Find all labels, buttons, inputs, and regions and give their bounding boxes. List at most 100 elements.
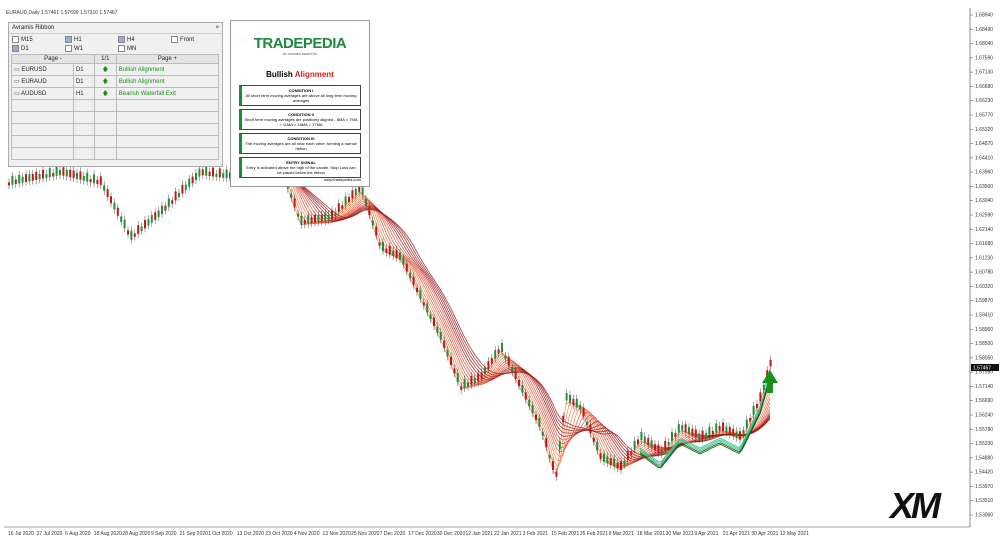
candle bbox=[110, 196, 112, 204]
heading-accent: Alignment bbox=[294, 70, 334, 79]
candle bbox=[701, 430, 704, 440]
arrow bbox=[93, 99, 117, 112]
candle bbox=[35, 171, 38, 180]
date-label: 12 May 2021 bbox=[780, 531, 809, 537]
date-label: 15 Feb 2021 bbox=[551, 531, 579, 537]
candle bbox=[620, 461, 622, 470]
candle bbox=[103, 185, 106, 191]
checkbox[interactable]: M15 bbox=[12, 36, 65, 43]
candle bbox=[725, 426, 728, 433]
price-label: 1.54420 bbox=[975, 470, 993, 476]
condition-title: CONDITION III bbox=[287, 136, 315, 141]
date-label: 13 Oct 2020 bbox=[237, 531, 264, 537]
price-label: 1.56240 bbox=[975, 413, 993, 419]
candle bbox=[541, 432, 544, 436]
candle bbox=[344, 196, 347, 206]
candle bbox=[688, 427, 690, 434]
candle bbox=[123, 219, 126, 229]
candle bbox=[623, 460, 626, 465]
candle bbox=[31, 173, 34, 181]
arrow bbox=[93, 111, 117, 124]
candle bbox=[664, 440, 667, 450]
checkbox[interactable]: H4 bbox=[118, 36, 171, 43]
condition-text: Entry is activated above the high of the… bbox=[246, 165, 356, 175]
box bbox=[65, 36, 72, 43]
candle bbox=[382, 242, 384, 251]
candle bbox=[208, 171, 211, 177]
candle bbox=[735, 431, 738, 438]
candle bbox=[300, 215, 303, 225]
candle bbox=[348, 196, 350, 202]
candle bbox=[456, 373, 459, 382]
date-label: 6 Aug 2020 bbox=[65, 531, 91, 537]
page-next[interactable]: Page + bbox=[115, 54, 220, 64]
date-label: 23 Oct 2020 bbox=[265, 531, 292, 537]
date-label: 27 Jul 2020 bbox=[37, 531, 63, 537]
price-label: 1.64410 bbox=[975, 155, 993, 161]
box bbox=[118, 36, 125, 43]
candle bbox=[592, 437, 595, 442]
info-box: TRADEPEDIA BY AVRAMIS DESPOTIS Bullish A… bbox=[230, 20, 370, 187]
candle bbox=[293, 198, 296, 208]
ribbon-line-green bbox=[639, 372, 773, 463]
candle bbox=[303, 219, 306, 225]
close-button[interactable]: × bbox=[215, 25, 219, 31]
candle bbox=[586, 421, 588, 425]
price-label: 1.59410 bbox=[975, 313, 993, 319]
candle bbox=[514, 370, 517, 380]
candle bbox=[99, 176, 102, 185]
price-label: 1.55780 bbox=[975, 427, 993, 433]
checkbox[interactable]: W1 bbox=[65, 45, 118, 52]
candle bbox=[38, 173, 41, 180]
date-label: 17 Dec 2020 bbox=[408, 531, 437, 537]
byline: BY AVRAMIS DESPOTIS bbox=[283, 52, 317, 56]
candle bbox=[365, 198, 367, 205]
price-label: 1.57590 bbox=[975, 370, 993, 376]
price-label: 1.66230 bbox=[975, 98, 993, 104]
candle bbox=[137, 225, 140, 234]
candle bbox=[572, 398, 575, 405]
arrow bbox=[93, 147, 117, 160]
candle bbox=[728, 426, 731, 435]
checkbox-label: W1 bbox=[74, 45, 83, 52]
candle bbox=[467, 382, 469, 387]
candle bbox=[130, 230, 133, 240]
price-label: 1.53510 bbox=[975, 498, 993, 504]
candle bbox=[579, 404, 582, 410]
price-label: 1.65770 bbox=[975, 113, 993, 119]
checkbox[interactable]: D1 bbox=[12, 45, 65, 52]
candle bbox=[198, 168, 201, 177]
candle bbox=[18, 174, 21, 184]
candle bbox=[337, 203, 340, 213]
candle bbox=[361, 187, 364, 195]
signal bbox=[115, 123, 220, 136]
condition-text: All short term moving averages are above… bbox=[245, 93, 357, 103]
candle bbox=[739, 431, 741, 440]
price-label: 1.56690 bbox=[975, 398, 993, 404]
candle bbox=[501, 343, 503, 352]
candle bbox=[511, 367, 514, 373]
page-count: 1/1 bbox=[93, 54, 117, 64]
checkbox[interactable]: Front bbox=[171, 36, 224, 43]
candle bbox=[609, 458, 612, 465]
checkbox[interactable]: MN bbox=[118, 45, 171, 52]
candle bbox=[21, 176, 24, 183]
candle bbox=[65, 169, 68, 177]
price-label: 1.67130 bbox=[975, 70, 993, 76]
date-label: 3 Feb 2021 bbox=[523, 531, 549, 537]
checkbox[interactable]: H1 bbox=[65, 36, 118, 43]
date-label: 30 Apr 2021 bbox=[751, 531, 778, 537]
candle bbox=[705, 433, 707, 438]
candle bbox=[48, 168, 51, 178]
price-label: 1.63960 bbox=[975, 170, 993, 176]
candle bbox=[388, 245, 391, 255]
candle bbox=[76, 172, 78, 179]
candle bbox=[28, 174, 31, 182]
ribbon-line-green bbox=[639, 375, 773, 466]
candle bbox=[42, 169, 44, 179]
candle bbox=[412, 276, 415, 286]
candle bbox=[599, 453, 602, 459]
page-prev[interactable]: Page - bbox=[11, 54, 95, 64]
candle bbox=[548, 454, 551, 459]
